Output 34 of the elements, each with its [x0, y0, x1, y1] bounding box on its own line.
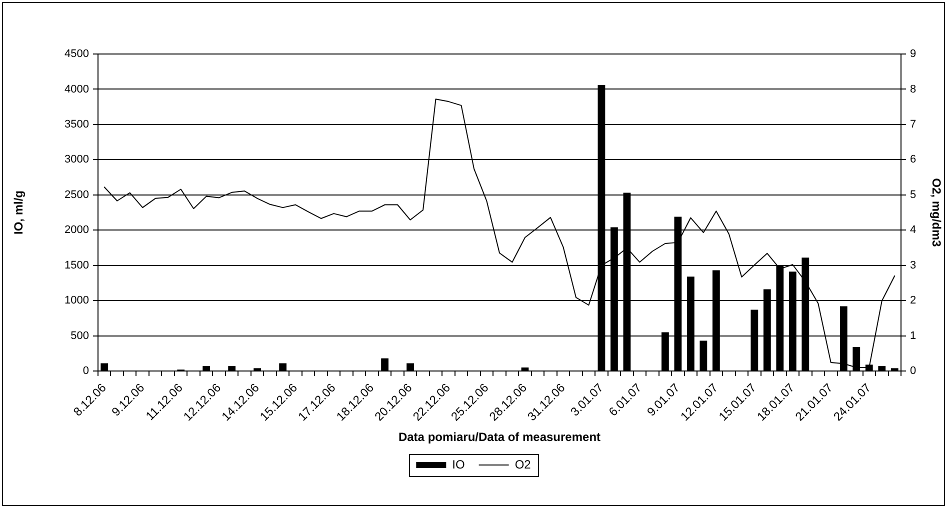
y-axis-title: IO, ml/g	[12, 190, 26, 235]
y2-tick-label: 4	[910, 224, 916, 236]
x-axis-title: Data pomiaru/Data of measurement	[398, 430, 601, 444]
y2-tick-label: 5	[910, 188, 916, 201]
y-tick-label: 2500	[64, 188, 89, 201]
y-tick-label: 1500	[64, 259, 89, 272]
y-tick-label: 1000	[64, 294, 89, 307]
bar	[700, 340, 708, 370]
y-tick-label: 500	[70, 330, 89, 342]
y-tick-label: 2000	[64, 224, 89, 236]
bar	[878, 366, 886, 370]
y-tick-label: 4500	[64, 48, 89, 60]
bar	[521, 367, 529, 370]
legend-label: IO	[452, 457, 465, 472]
y-tick-label: 0	[82, 365, 89, 378]
legend-label: O2	[514, 457, 532, 472]
bar	[100, 363, 108, 370]
y2-tick-label: 1	[910, 330, 916, 342]
y2-tick-label: 8	[910, 83, 916, 96]
y2-tick-label: 7	[910, 118, 916, 130]
bar	[406, 363, 414, 370]
y2-tick-label: 0	[910, 365, 916, 378]
bar	[228, 366, 236, 370]
y2-tick-label: 6	[910, 154, 916, 166]
y2-axis-title: O2, mg/dm3	[929, 178, 944, 248]
y-tick-label: 3500	[64, 118, 89, 130]
y-tick-label: 4000	[64, 83, 89, 96]
bar	[381, 358, 388, 370]
y-tick-label: 3000	[64, 154, 89, 166]
y2-tick-label: 2	[910, 294, 916, 307]
bar	[202, 366, 210, 370]
y2-tick-label: 3	[910, 259, 916, 272]
y2-tick-label: 9	[910, 48, 916, 60]
bar	[279, 363, 287, 370]
